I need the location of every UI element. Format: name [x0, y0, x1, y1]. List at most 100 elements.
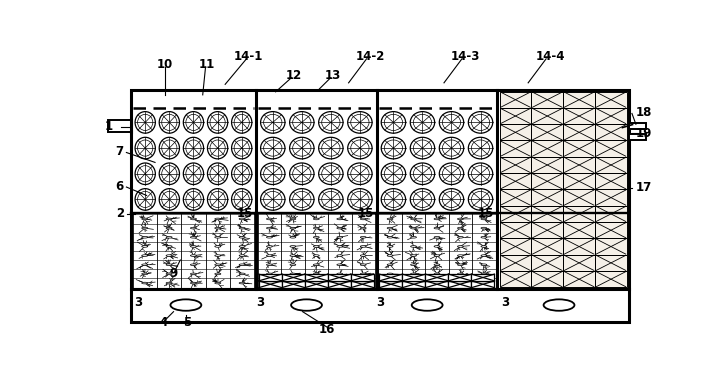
Ellipse shape	[142, 282, 148, 284]
Ellipse shape	[361, 255, 366, 256]
Ellipse shape	[382, 189, 405, 210]
Bar	[500, 190, 531, 206]
Ellipse shape	[159, 112, 180, 133]
Text: 3: 3	[376, 296, 384, 309]
Ellipse shape	[313, 246, 319, 247]
Ellipse shape	[290, 112, 314, 133]
Ellipse shape	[434, 264, 440, 266]
Bar	[531, 255, 563, 271]
Bar	[448, 274, 471, 281]
Bar	[595, 271, 627, 287]
Ellipse shape	[313, 273, 319, 275]
Ellipse shape	[439, 163, 463, 184]
Ellipse shape	[239, 273, 245, 275]
Bar	[351, 274, 374, 281]
Ellipse shape	[166, 236, 172, 238]
Bar	[595, 238, 627, 255]
Ellipse shape	[319, 137, 343, 159]
Ellipse shape	[239, 236, 245, 238]
Bar	[595, 190, 627, 206]
Ellipse shape	[290, 137, 314, 159]
Bar	[259, 281, 282, 288]
Bar	[131, 289, 629, 322]
Ellipse shape	[481, 255, 487, 256]
Ellipse shape	[411, 218, 416, 220]
Bar	[403, 281, 426, 288]
Ellipse shape	[232, 163, 252, 184]
Ellipse shape	[348, 189, 372, 210]
Ellipse shape	[261, 163, 285, 184]
Ellipse shape	[183, 189, 203, 210]
Ellipse shape	[266, 264, 272, 266]
Text: 12: 12	[285, 69, 302, 82]
Text: 14-3: 14-3	[450, 50, 480, 63]
Bar	[471, 274, 494, 281]
Ellipse shape	[468, 137, 493, 159]
Ellipse shape	[290, 236, 296, 238]
Bar	[595, 157, 627, 173]
Bar	[595, 92, 627, 108]
Ellipse shape	[361, 218, 366, 220]
Ellipse shape	[348, 137, 372, 159]
Bar	[563, 271, 595, 287]
Ellipse shape	[208, 189, 228, 210]
Ellipse shape	[166, 246, 172, 247]
Bar	[563, 92, 595, 108]
Bar	[595, 108, 627, 124]
Ellipse shape	[135, 112, 156, 133]
Ellipse shape	[361, 282, 366, 284]
Ellipse shape	[215, 236, 221, 238]
Ellipse shape	[190, 227, 196, 229]
Ellipse shape	[266, 236, 272, 238]
Ellipse shape	[434, 282, 440, 284]
Ellipse shape	[215, 246, 221, 247]
Ellipse shape	[411, 282, 416, 284]
Text: 16: 16	[319, 323, 335, 336]
Bar	[595, 206, 627, 222]
Text: 17: 17	[636, 181, 652, 195]
Text: 14-1: 14-1	[234, 50, 264, 63]
Ellipse shape	[290, 264, 296, 266]
Text: 3: 3	[256, 296, 264, 309]
Bar	[531, 190, 563, 206]
Ellipse shape	[159, 189, 180, 210]
Bar	[500, 157, 531, 173]
Bar	[426, 281, 448, 288]
Ellipse shape	[266, 227, 272, 229]
Ellipse shape	[481, 246, 487, 247]
Ellipse shape	[215, 264, 221, 266]
Ellipse shape	[215, 282, 221, 284]
Bar	[563, 124, 595, 140]
Ellipse shape	[411, 255, 416, 256]
Ellipse shape	[319, 189, 343, 210]
Ellipse shape	[142, 227, 148, 229]
Text: 14-2: 14-2	[355, 50, 384, 63]
Ellipse shape	[434, 255, 440, 256]
Ellipse shape	[190, 236, 196, 238]
Ellipse shape	[481, 236, 487, 238]
Bar	[282, 281, 305, 288]
Bar	[500, 271, 531, 287]
Ellipse shape	[290, 282, 296, 284]
Ellipse shape	[291, 300, 322, 311]
Ellipse shape	[458, 227, 463, 229]
Ellipse shape	[481, 227, 487, 229]
Bar	[563, 238, 595, 255]
Ellipse shape	[412, 300, 442, 311]
Ellipse shape	[319, 112, 343, 133]
Ellipse shape	[434, 218, 440, 220]
Ellipse shape	[135, 163, 156, 184]
Ellipse shape	[239, 264, 245, 266]
Bar	[500, 206, 531, 222]
Bar	[131, 90, 629, 289]
Ellipse shape	[387, 227, 393, 229]
Ellipse shape	[266, 255, 272, 256]
Bar	[563, 255, 595, 271]
Ellipse shape	[411, 163, 434, 184]
Ellipse shape	[439, 137, 463, 159]
Text: 13: 13	[325, 69, 341, 82]
Text: 9: 9	[169, 267, 177, 280]
Ellipse shape	[337, 282, 342, 284]
Ellipse shape	[411, 264, 416, 266]
Ellipse shape	[434, 236, 440, 238]
